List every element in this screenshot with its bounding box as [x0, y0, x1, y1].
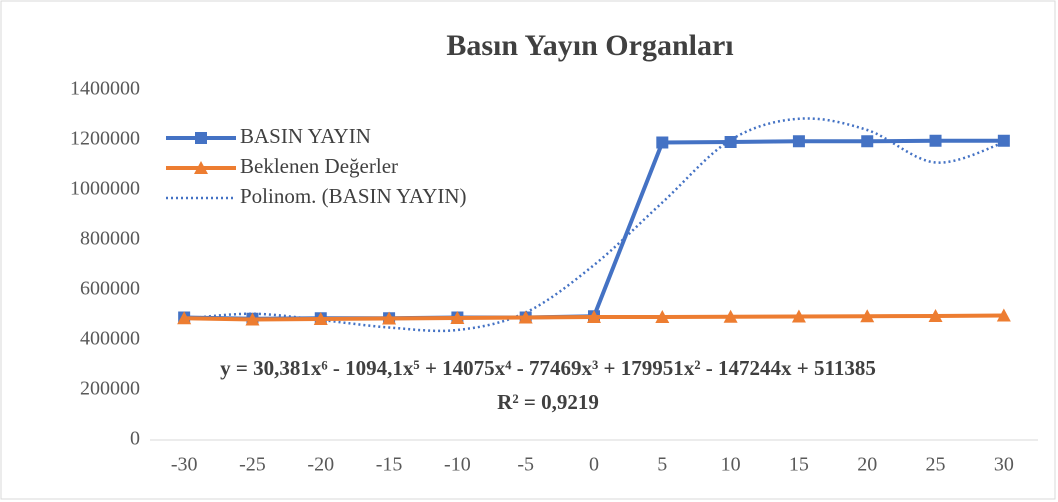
x-tick-label: 30 [994, 454, 1014, 476]
x-tick-label: -10 [444, 454, 471, 476]
y-tick-label: 200000 [80, 378, 140, 400]
x-tick-label: -15 [376, 454, 403, 476]
y-tick-label: 600000 [80, 278, 140, 300]
point [861, 135, 874, 148]
point [177, 311, 192, 325]
legend-label: Polinom. (BASIN YAYIN) [240, 184, 467, 208]
equation: y = 30,381x⁶ - 1094,1x⁵ + 14075x⁴ - 7746… [220, 356, 876, 380]
point [245, 312, 260, 326]
trend-line [184, 117, 1005, 333]
x-tick-label: 10 [721, 454, 741, 476]
x-tick-label: -20 [307, 454, 334, 476]
point [929, 134, 942, 147]
point [313, 312, 328, 325]
point [450, 311, 465, 324]
point [587, 310, 601, 323]
x-tick-label: -25 [239, 454, 266, 476]
x-tick-label: 5 [657, 454, 667, 476]
r-squared: R² = 0,9219 [497, 390, 599, 414]
legend-marker [194, 161, 208, 174]
point [382, 311, 397, 325]
x-tick-label: 25 [926, 454, 946, 476]
y-tick-label: 400000 [80, 328, 140, 350]
point [655, 310, 670, 323]
y-tick-label: 1200000 [70, 128, 140, 150]
point [723, 309, 738, 323]
point [997, 134, 1010, 147]
y-tick-label: 800000 [80, 228, 140, 250]
point [518, 310, 533, 324]
x-tick-label: 0 [589, 454, 599, 476]
y-tick-label: 0 [130, 428, 140, 450]
point [996, 308, 1011, 322]
point [860, 309, 875, 323]
point [724, 136, 737, 148]
point [791, 309, 806, 323]
legend-marker [195, 132, 207, 144]
y-tick-label: 1000000 [70, 178, 140, 200]
point [656, 136, 669, 149]
point [792, 135, 805, 148]
legend-label: BASIN YAYIN [240, 124, 371, 148]
x-tick-label: 15 [789, 454, 809, 476]
legend-label: Beklenen Değerler [240, 154, 398, 178]
chart-title: Basın Yayın Organları [446, 29, 733, 62]
x-tick-label: 20 [857, 454, 877, 476]
y-tick-label: 1400000 [70, 78, 140, 100]
x-tick-label: -30 [171, 454, 198, 476]
x-tick-label: -5 [517, 454, 534, 476]
point [928, 309, 943, 322]
